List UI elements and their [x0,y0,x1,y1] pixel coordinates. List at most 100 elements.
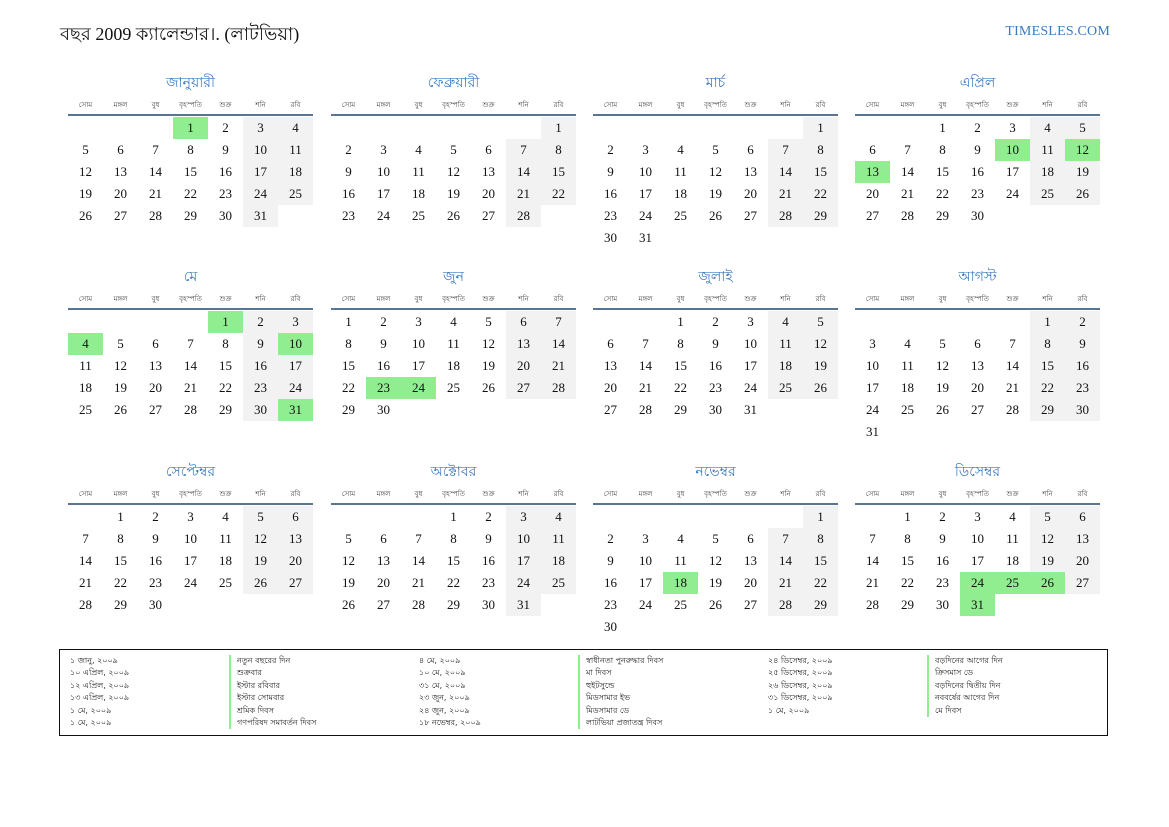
day-cell[interactable]: 14 [79,553,92,568]
day-cell[interactable]: 20 [866,186,879,201]
day-cell[interactable]: 17 [866,380,879,395]
day-cell[interactable]: 8 [803,528,838,550]
day-cell[interactable]: 3 [187,509,194,524]
day-cell[interactable]: 2 [380,314,387,329]
day-cell[interactable]: 11 [901,358,914,373]
day-cell[interactable]: 13 [855,161,890,183]
day-cell[interactable]: 3 [1009,120,1016,135]
day-cell[interactable]: 17 [184,553,197,568]
day-cell[interactable]: 13 [744,553,757,568]
day-cell[interactable]: 10 [278,333,313,355]
day-cell[interactable]: 23 [971,186,984,201]
day-cell[interactable]: 22 [803,183,838,205]
day-cell[interactable]: 23 [604,208,617,223]
day-cell[interactable]: 18 [278,161,313,183]
day-cell[interactable]: 8 [541,139,576,161]
day-cell[interactable]: 12 [79,164,92,179]
day-cell[interactable]: 19 [114,380,127,395]
day-cell[interactable]: 8 [803,139,838,161]
day-cell[interactable]: 16 [243,355,278,377]
day-cell[interactable]: 30 [149,597,162,612]
day-cell[interactable]: 7 [869,531,876,546]
day-cell[interactable]: 5 [485,314,492,329]
day-cell[interactable]: 5 [803,311,838,333]
day-cell[interactable]: 20 [604,380,617,395]
day-cell[interactable]: 30 [1065,399,1100,421]
day-cell[interactable]: 9 [607,164,614,179]
day-cell[interactable]: 28 [541,377,576,399]
day-cell[interactable]: 10 [377,164,390,179]
day-cell[interactable]: 29 [342,402,355,417]
day-cell[interactable]: 15 [674,358,687,373]
day-cell[interactable]: 12 [803,333,838,355]
day-cell[interactable]: 6 [380,531,387,546]
day-cell[interactable]: 22 [541,183,576,205]
day-cell[interactable]: 28 [901,208,914,223]
day-cell[interactable]: 22 [114,575,127,590]
day-cell[interactable]: 9 [607,553,614,568]
day-cell[interactable]: 28 [866,597,879,612]
day-cell[interactable]: 16 [482,553,495,568]
day-cell[interactable]: 20 [506,355,541,377]
day-cell[interactable]: 4 [677,531,684,546]
day-cell[interactable]: 2 [1065,311,1100,333]
day-cell[interactable]: 30 [219,208,232,223]
day-cell[interactable]: 25 [412,208,425,223]
day-cell[interactable]: 1 [345,314,352,329]
day-cell[interactable]: 23 [219,186,232,201]
day-cell[interactable]: 2 [712,314,719,329]
day-cell[interactable]: 4 [68,333,103,355]
day-cell[interactable]: 18 [674,186,687,201]
day-cell[interactable]: 12 [1065,139,1100,161]
day-cell[interactable]: 8 [1030,333,1065,355]
day-cell[interactable]: 24 [866,402,879,417]
day-cell[interactable]: 31 [639,230,652,245]
day-cell[interactable]: 10 [639,553,652,568]
day-cell[interactable]: 3 [380,142,387,157]
day-cell[interactable]: 17 [971,553,984,568]
day-cell[interactable]: 3 [642,531,649,546]
day-cell[interactable]: 15 [803,161,838,183]
day-cell[interactable]: 28 [768,205,803,227]
day-cell[interactable]: 7 [904,142,911,157]
day-cell[interactable]: 9 [380,336,387,351]
day-cell[interactable]: 16 [149,553,162,568]
day-cell[interactable]: 14 [1006,358,1019,373]
day-cell[interactable]: 25 [447,380,460,395]
day-cell[interactable]: 4 [768,311,803,333]
day-cell[interactable]: 27 [114,208,127,223]
day-cell[interactable]: 27 [866,208,879,223]
day-cell[interactable]: 11 [1006,531,1019,546]
day-cell[interactable]: 6 [117,142,124,157]
day-cell[interactable]: 14 [149,164,162,179]
day-cell[interactable]: 28 [79,597,92,612]
day-cell[interactable]: 21 [184,380,197,395]
day-cell[interactable]: 13 [278,528,313,550]
day-cell[interactable]: 7 [506,139,541,161]
day-cell[interactable]: 15 [901,553,914,568]
day-cell[interactable]: 19 [447,186,460,201]
day-cell[interactable]: 2 [243,311,278,333]
day-cell[interactable]: 10 [744,336,757,351]
day-cell[interactable]: 31 [278,399,313,421]
day-cell[interactable]: 4 [450,314,457,329]
day-cell[interactable]: 22 [342,380,355,395]
day-cell[interactable]: 7 [541,311,576,333]
day-cell[interactable]: 26 [709,208,722,223]
day-cell[interactable]: 15 [342,358,355,373]
day-cell[interactable]: 8 [904,531,911,546]
day-cell[interactable]: 20 [114,186,127,201]
day-cell[interactable]: 28 [412,597,425,612]
day-cell[interactable]: 12 [709,553,722,568]
day-cell[interactable]: 6 [1065,506,1100,528]
day-cell[interactable]: 27 [278,572,313,594]
day-cell[interactable]: 10 [243,139,278,161]
day-cell[interactable]: 13 [1065,528,1100,550]
day-cell[interactable]: 12 [1030,528,1065,550]
day-cell[interactable]: 24 [243,183,278,205]
day-cell[interactable]: 11 [768,333,803,355]
day-cell[interactable]: 6 [747,142,754,157]
day-cell[interactable]: 7 [642,336,649,351]
day-cell[interactable]: 27 [506,377,541,399]
day-cell[interactable]: 25 [79,402,92,417]
